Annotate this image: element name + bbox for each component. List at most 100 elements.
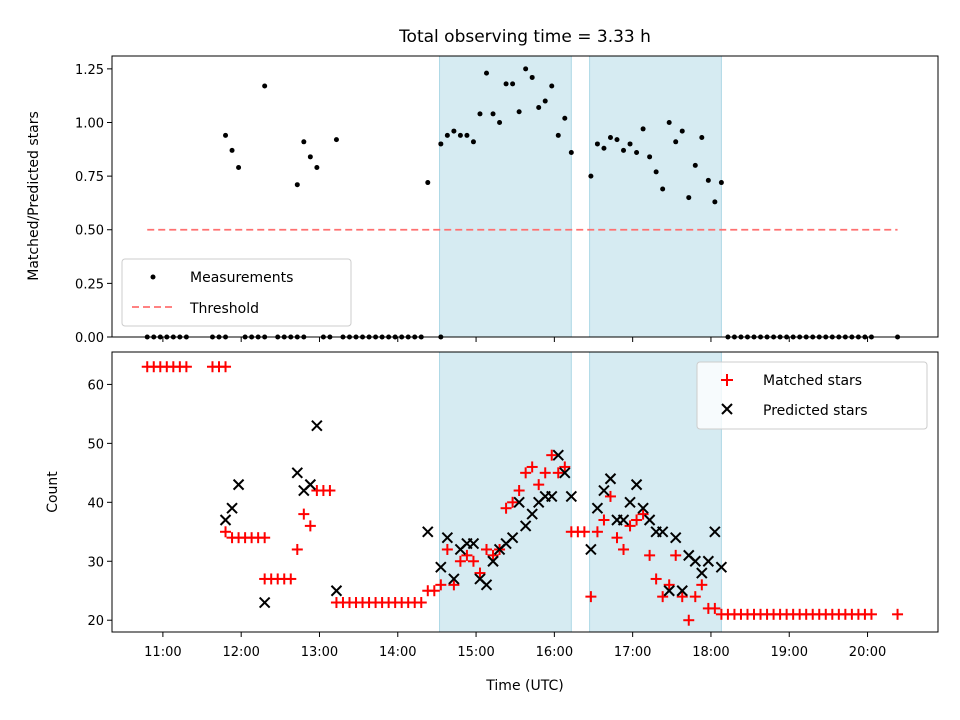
matched-stars-point <box>631 514 643 526</box>
matched-stars-point <box>650 573 662 585</box>
measurements-point <box>529 74 535 80</box>
top-y-tick-label: 1.25 <box>75 63 104 78</box>
measurements-point <box>607 135 613 141</box>
predicted-stars-point <box>624 496 636 509</box>
measurements-point <box>568 150 574 156</box>
measurements-point <box>666 119 672 125</box>
measurements-point <box>562 115 568 121</box>
bot-y-tick-label: 40 <box>87 496 104 511</box>
measurements-point <box>464 132 470 138</box>
measurements-point <box>536 104 542 110</box>
legend-label-predicted-stars: Predicted stars <box>763 403 868 419</box>
measurements-point <box>601 145 607 151</box>
matched-stars-point <box>520 467 532 479</box>
top-y-tick-label: 0.00 <box>75 331 104 346</box>
predicted-stars-point <box>670 531 682 544</box>
predicted-stars-point <box>617 514 630 526</box>
matched-stars-point <box>559 461 571 473</box>
measurements-point <box>712 199 718 205</box>
measurements-point <box>314 165 320 171</box>
bottom-y-axis-label: Count <box>45 471 61 513</box>
bot-y-tick-label: 20 <box>87 614 104 629</box>
matched-stars-point <box>618 543 630 555</box>
matched-stars-point <box>604 490 616 502</box>
measurements-point <box>451 128 457 134</box>
predicted-stars-point <box>552 449 564 461</box>
measurements-point <box>438 141 444 147</box>
top-y-axis-label: Matched/Predicted stars <box>26 111 42 281</box>
x-tick-label: 16:00 <box>536 645 573 660</box>
bot-y-tick-label: 30 <box>87 555 104 570</box>
measurements-point <box>425 180 431 186</box>
measurements-point <box>660 186 666 192</box>
predicted-stars-point <box>715 561 728 573</box>
predicted-stars-point <box>441 531 454 544</box>
measurements-point <box>647 154 653 160</box>
predicted-stars-point <box>513 496 525 509</box>
matched-stars-point <box>865 608 877 620</box>
matched-stars-point <box>676 591 688 603</box>
matched-stars-point <box>428 585 440 597</box>
predicted-stars-point <box>258 596 271 609</box>
matched-stars-point <box>259 532 271 544</box>
predicted-stars-point <box>219 514 232 526</box>
matched-stars-point <box>892 608 904 620</box>
measurements-point <box>640 126 646 132</box>
bot-observing-window-1 <box>439 351 572 633</box>
measurements-point <box>497 119 503 125</box>
predicted-stars-point <box>226 502 238 514</box>
matched-stars-point <box>487 549 499 561</box>
top-y-tick-label: 0.25 <box>75 277 104 292</box>
chart-title: Total observing time = 3.33 h <box>398 27 651 47</box>
legend-label-threshold: Threshold <box>189 301 259 317</box>
predicted-stars-point <box>559 467 571 479</box>
matched-stars-point <box>461 549 473 561</box>
predicted-stars-point <box>663 585 675 597</box>
predicted-stars-point <box>467 537 480 550</box>
measurements-point <box>627 141 633 147</box>
matched-stars-point <box>415 597 427 609</box>
predicted-stars-point <box>448 573 460 585</box>
measurements-point <box>307 154 313 160</box>
x-tick-label: 18:00 <box>692 645 729 660</box>
predicted-stars-point <box>630 478 643 491</box>
measurements-point <box>223 132 229 138</box>
predicted-stars-point <box>546 490 558 503</box>
predicted-stars-point <box>637 502 649 514</box>
matched-stars-point <box>683 614 695 626</box>
measurements-point <box>470 139 476 145</box>
bot-y-tick-label: 50 <box>87 437 104 452</box>
predicted-stars-point <box>643 514 656 526</box>
predicted-stars-point <box>585 543 597 556</box>
matched-stars-point <box>539 467 551 479</box>
predicted-stars-point <box>232 478 245 491</box>
measurements-point <box>490 111 496 117</box>
x-tick-label: 15:00 <box>457 645 494 660</box>
measurements-point <box>621 147 627 153</box>
predicted-stars-point <box>480 579 493 591</box>
matched-stars-point <box>552 467 564 479</box>
matched-stars-point <box>474 567 486 579</box>
bottom-panel: 20 30 40 50 60 11:00 12:00 13:00 14:00 15:00 16:0… <box>45 351 939 694</box>
matched-stars-point <box>513 485 525 497</box>
legend-label-measurements: Measurements <box>190 270 293 286</box>
matched-stars-point <box>696 579 708 591</box>
matched-stars-point <box>585 591 597 603</box>
measurements-point <box>588 173 594 179</box>
top-axes-frame <box>111 55 939 338</box>
matched-stars-point <box>435 579 447 591</box>
predicted-stars-point <box>689 555 701 567</box>
measurements-point <box>477 111 483 117</box>
measurements-point <box>503 81 509 87</box>
predicted-stars-point <box>506 531 519 544</box>
matched-stars-point <box>304 520 316 532</box>
measurements-point <box>705 177 711 183</box>
x-tick-label: 19:00 <box>771 645 808 660</box>
matched-stars-point <box>611 532 623 544</box>
predicted-stars-point <box>304 478 317 491</box>
measurements-point <box>294 182 300 188</box>
matched-stars-point <box>598 514 610 526</box>
x-axis-label: Time (UTC) <box>485 678 563 694</box>
predicted-stars-point <box>676 585 688 597</box>
matched-stars-point <box>220 526 232 538</box>
